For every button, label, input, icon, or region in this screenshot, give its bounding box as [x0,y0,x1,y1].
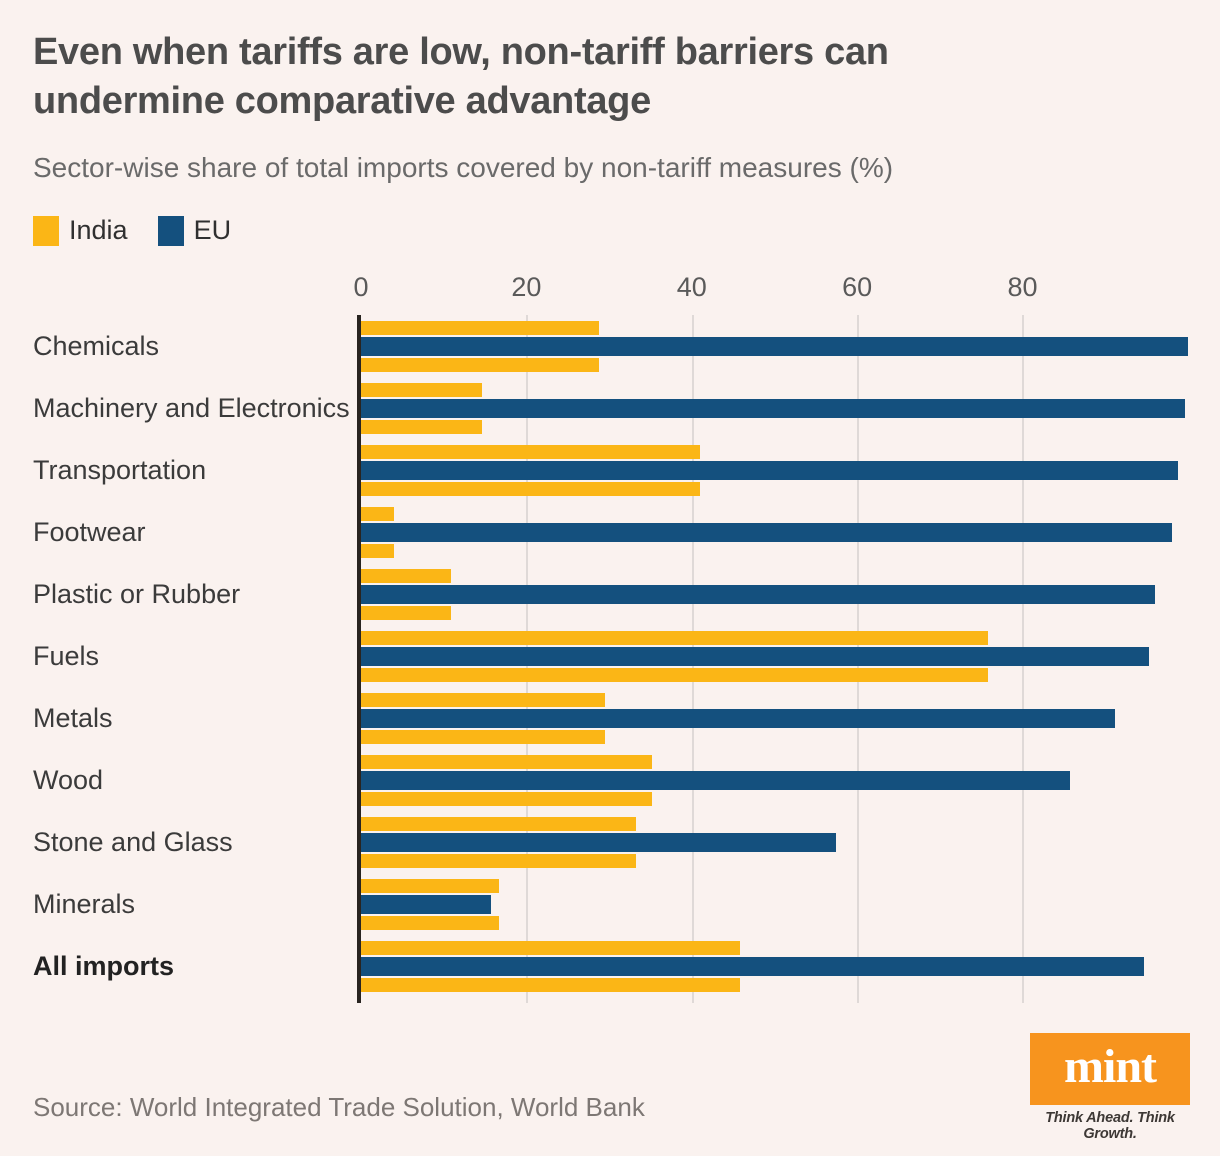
chart-title: Even when tariffs are low, non-tariff ba… [33,31,889,123]
eu-color-swatch [157,215,184,246]
category-label: Fuels [33,641,100,671]
india-bar [361,816,636,831]
india-bar [361,506,395,521]
category-label: Minerals [33,889,136,919]
category-label: Stone and Glass [33,827,233,857]
india-bar [361,320,600,335]
bar-group-footwear [361,501,1192,563]
eu-bar [361,584,1155,604]
x-axis-tick-0: 0 [353,272,369,302]
x-axis-tick-40: 40 [676,272,707,302]
category-label: Chemicals [33,331,160,361]
category-label: Wood [33,765,104,795]
x-axis-tick-60: 60 [842,272,873,302]
x-axis-tick-80: 80 [1007,272,1038,302]
india-bar [361,382,482,397]
eu-bar [361,770,1071,790]
category-label: Metals [33,703,113,733]
legend-item-india: India [33,215,128,246]
bar-group-chemicals [361,315,1192,377]
legend-label-eu: EU [193,215,232,245]
india-bar [361,605,452,620]
eu-bar [361,956,1145,976]
bar-group-transportation [361,439,1192,501]
bar-group-minerals [361,873,1192,935]
legend-label-india: India [69,215,128,245]
eu-bar [361,894,491,914]
india-bar [361,940,740,955]
bar-group-plastic-or-rubber [361,563,1192,625]
mint-logo: mint [1030,1033,1190,1105]
x-axis-tick-20: 20 [511,272,542,302]
india-bar [361,419,482,434]
bar-chart: 0 20 40 60 80 Chemicals Machinery and Electro… [0,272,1220,1012]
india-bar [361,878,500,893]
eu-bar [361,646,1149,666]
mint-tagline: Think Ahead. Think Growth. [1045,1110,1175,1142]
category-label: Plastic or Rubber [33,579,241,609]
bar-group-all-imports [361,935,1192,997]
india-bar [361,444,700,459]
bar-group-machinery-and-electronics [361,377,1192,439]
india-bar [361,630,988,645]
legend: India EU [33,215,231,246]
bar-group-wood [361,749,1192,811]
india-bar [361,754,653,769]
india-bar [361,357,600,372]
legend-item-eu: EU [157,215,232,246]
india-bar [361,915,500,930]
eu-bar [361,522,1173,542]
india-bar [361,543,395,558]
india-bar [361,692,605,707]
bar-group-metals [361,687,1192,749]
eu-bar [361,708,1116,728]
india-bar [361,481,700,496]
india-bar [361,853,636,868]
eu-bar [361,460,1178,480]
plot-area [357,315,1192,1003]
india-bar [361,667,988,682]
eu-bar [361,336,1188,356]
india-bar [361,568,452,583]
category-label: Machinery and Electronics [33,393,350,423]
bar-group-fuels [361,625,1192,687]
category-label: Transportation [33,455,207,485]
mint-logo-text: mint [1064,1040,1157,1093]
chart-subtitle: Sector-wise share of total imports cover… [33,152,894,183]
eu-bar [361,832,836,852]
india-bar [361,791,653,806]
india-bar [361,977,740,992]
category-label: All imports [33,951,175,981]
bar-group-stone-and-glass [361,811,1192,873]
india-color-swatch [33,215,59,246]
x-axis-ticks: 0 20 40 60 80 [353,272,1192,306]
india-bar [361,729,605,744]
category-label: Footwear [33,517,146,547]
source-note: Source: World Integrated Trade Solution,… [33,1092,645,1122]
eu-bar [361,398,1186,418]
